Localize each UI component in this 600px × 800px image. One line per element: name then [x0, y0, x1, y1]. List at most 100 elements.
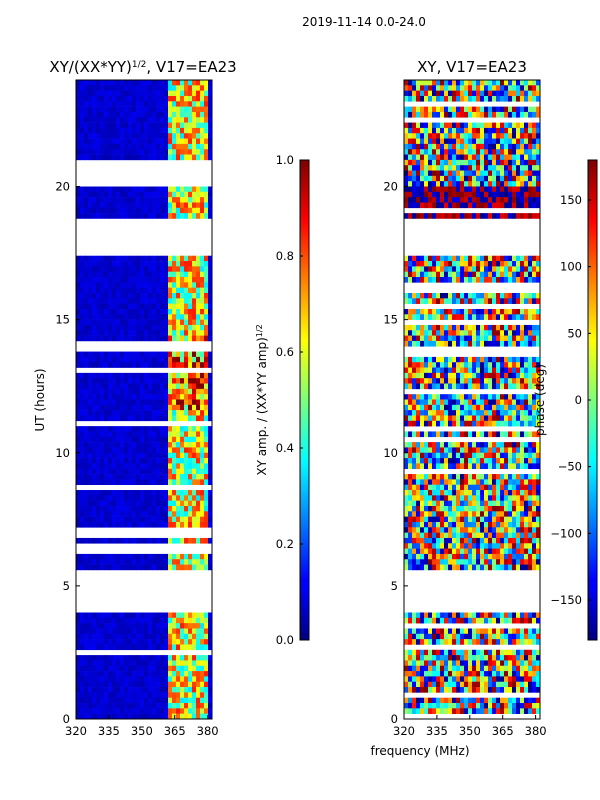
heatmap-cell — [520, 202, 525, 209]
heatmap-cell — [200, 687, 205, 693]
heatmap-cell — [196, 122, 201, 129]
heatmap-cell — [172, 362, 177, 368]
heatmap-cell — [196, 271, 201, 278]
heatmap-cell — [88, 95, 93, 102]
heatmap-cell — [424, 106, 429, 113]
heatmap-cell — [108, 202, 113, 209]
heatmap-cell — [200, 106, 205, 113]
heatmap-cell — [124, 197, 129, 203]
heatmap-cell — [148, 660, 153, 667]
heatmap-cell — [112, 122, 117, 129]
heatmap-cell — [452, 340, 457, 347]
heatmap-cell — [432, 442, 437, 448]
heatmap-cell — [92, 197, 97, 203]
heatmap-cell — [184, 436, 189, 443]
heatmap-cell — [84, 191, 89, 198]
heatmap-cell — [108, 660, 113, 667]
heatmap-cell — [480, 186, 485, 193]
heatmap-cell — [536, 298, 541, 304]
heatmap-cell — [500, 330, 505, 336]
heatmap-cell — [156, 399, 161, 406]
heatmap-cell — [440, 404, 445, 411]
heatmap-cell — [408, 80, 413, 86]
heatmap-cell — [120, 197, 125, 203]
heatmap-cell — [116, 692, 121, 699]
heatmap-cell — [160, 516, 165, 523]
heatmap-cell — [432, 133, 437, 139]
heatmap-cell — [144, 95, 149, 102]
heatmap-cell — [456, 181, 461, 187]
heatmap-cell — [192, 308, 197, 315]
heatmap-cell — [208, 495, 213, 501]
heatmap-cell — [128, 564, 133, 571]
heatmap-cell — [148, 442, 153, 448]
heatmap-cell — [136, 708, 141, 714]
heatmap-cell — [488, 458, 493, 464]
heatmap-cell — [96, 207, 101, 214]
heatmap-cell — [136, 303, 141, 310]
heatmap-cell — [96, 378, 101, 384]
heatmap-cell — [528, 410, 533, 416]
heatmap-cell — [464, 404, 469, 411]
heatmap-cell — [504, 330, 509, 336]
heatmap-cell — [512, 458, 517, 464]
heatmap-cell — [156, 633, 161, 640]
heatmap-cell — [160, 447, 165, 454]
heatmap-cell — [144, 452, 149, 459]
heatmap-cell — [448, 330, 453, 336]
heatmap-cell — [492, 202, 497, 209]
heatmap-cell — [416, 452, 421, 459]
heatmap-cell — [524, 143, 529, 150]
heatmap-cell — [132, 122, 137, 129]
heatmap-cell — [96, 713, 101, 720]
heatmap-cell — [152, 516, 157, 523]
heatmap-cell — [492, 261, 497, 267]
heatmap-cell — [100, 308, 105, 315]
heatmap-cell — [192, 521, 197, 528]
heatmap-cell — [100, 149, 105, 155]
heatmap-cell — [444, 383, 449, 390]
heatmap-cell — [428, 186, 433, 193]
heatmap-cell — [172, 399, 177, 406]
heatmap-cell — [196, 633, 201, 640]
heatmap-cell — [116, 676, 121, 683]
heatmap-cell — [436, 202, 441, 209]
heatmap-cell — [436, 122, 441, 129]
heatmap-cell — [116, 697, 121, 704]
heatmap-cell — [140, 644, 145, 651]
heatmap-cell — [524, 415, 529, 422]
heatmap-cell — [188, 213, 193, 219]
heatmap-cell — [92, 703, 97, 709]
heatmap-cell — [480, 420, 485, 427]
heatmap-cell — [488, 149, 493, 155]
heatmap-cell — [108, 495, 113, 501]
heatmap-cell — [196, 506, 201, 512]
heatmap-cell — [176, 490, 181, 496]
heatmap-cell — [104, 687, 109, 693]
heatmap-cell — [424, 479, 429, 486]
heatmap-cell — [136, 559, 141, 565]
heatmap-cell — [148, 436, 153, 443]
heatmap-cell — [108, 122, 113, 129]
heatmap-cell — [180, 452, 185, 459]
heatmap-cell — [416, 186, 421, 193]
heatmap-cell — [424, 111, 429, 118]
heatmap-cell — [520, 266, 525, 273]
heatmap-cell — [120, 660, 125, 667]
heatmap-cell — [460, 149, 465, 155]
heatmap-cell — [172, 351, 177, 358]
heatmap-cell — [76, 271, 81, 278]
heatmap-cell — [92, 671, 97, 677]
heatmap-cell — [96, 255, 101, 262]
heatmap-cell — [140, 404, 145, 411]
heatmap-cell — [208, 676, 213, 683]
heatmap-cell — [156, 378, 161, 384]
heatmap-cell — [140, 468, 145, 475]
heatmap-cell — [484, 133, 489, 139]
heatmap-cell — [156, 261, 161, 267]
heatmap-cell — [504, 122, 509, 129]
heatmap-cell — [84, 452, 89, 459]
heatmap-cell — [96, 564, 101, 571]
heatmap-cell — [488, 298, 493, 304]
heatmap-cell — [104, 122, 109, 129]
